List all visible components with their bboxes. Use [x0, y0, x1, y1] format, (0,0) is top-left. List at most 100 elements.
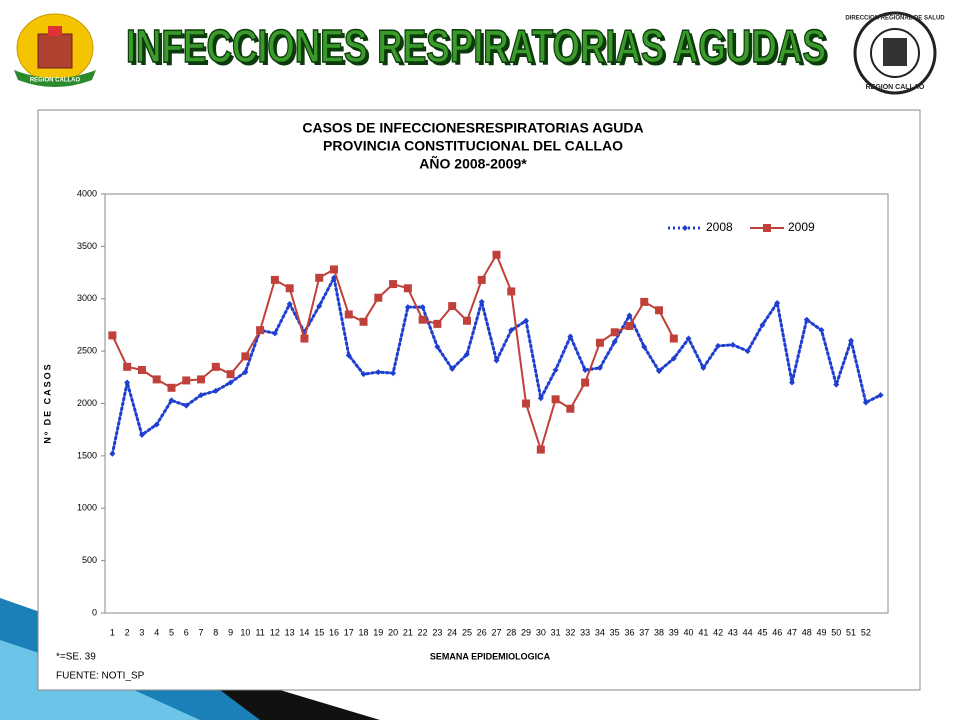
marker: [212, 387, 219, 394]
note: *=SE. 39: [56, 652, 96, 663]
marker: [803, 316, 810, 323]
marker: [270, 275, 279, 284]
chart-title: PROVINCIA CONSTITUCIONAL DEL CALLAO: [323, 138, 623, 154]
marker: [344, 310, 353, 319]
note: FUENTE: NOTI_SP: [56, 671, 145, 682]
x-tick-label: 50: [831, 627, 841, 637]
logo-text: REGION CALLAO: [866, 84, 925, 91]
x-tick-label: 35: [610, 627, 620, 637]
x-tick-label: 12: [270, 627, 280, 637]
slide-title: INFECCIONES RESPIRATORIAS AGUDAS: [126, 20, 826, 72]
x-tick-label: 22: [418, 627, 428, 637]
marker: [669, 334, 678, 343]
x-tick-label: 9: [228, 627, 233, 637]
left-logo: REGION CALLAO: [14, 13, 96, 87]
marker: [359, 317, 368, 326]
x-tick-label: 17: [344, 627, 354, 637]
marker: [581, 378, 590, 387]
marker: [329, 265, 338, 274]
marker: [449, 365, 456, 372]
x-tick-label: 4: [154, 627, 159, 637]
y-tick-label: 0: [92, 607, 97, 617]
marker: [744, 348, 751, 355]
x-tick-label: 19: [373, 627, 383, 637]
marker: [153, 421, 160, 428]
marker: [552, 366, 559, 373]
marker: [522, 399, 531, 408]
marker: [788, 379, 795, 386]
x-tick-label: 40: [684, 627, 694, 637]
marker: [507, 287, 516, 296]
marker: [463, 351, 470, 358]
marker: [626, 312, 633, 319]
legend-label: 2008: [706, 220, 733, 234]
y-tick-label: 2000: [77, 398, 97, 408]
x-tick-label: 24: [447, 627, 457, 637]
marker: [137, 365, 146, 374]
marker: [345, 352, 352, 359]
marker: [833, 381, 840, 388]
y-tick-label: 4000: [77, 188, 97, 198]
marker: [285, 284, 294, 293]
marker: [478, 298, 485, 305]
marker: [656, 368, 663, 375]
x-tick-label: 8: [213, 627, 218, 637]
x-tick-label: 7: [199, 627, 204, 637]
marker: [226, 370, 235, 379]
x-tick-label: 41: [698, 627, 708, 637]
x-tick-label: 45: [757, 627, 767, 637]
x-tick-label: 20: [388, 627, 398, 637]
marker: [109, 450, 116, 457]
marker: [286, 300, 293, 307]
marker: [182, 376, 191, 385]
marker: [655, 306, 664, 315]
x-tick-label: 38: [654, 627, 664, 637]
legend-label: 2009: [788, 220, 815, 234]
x-tick-label: 49: [817, 627, 827, 637]
x-tick-label: 14: [299, 627, 309, 637]
x-tick-label: 44: [743, 627, 753, 637]
marker: [670, 355, 677, 362]
marker: [241, 352, 250, 361]
marker: [848, 337, 855, 344]
marker: [211, 362, 220, 371]
y-tick-label: 500: [82, 555, 97, 565]
marker: [611, 338, 618, 345]
marker: [390, 370, 397, 377]
marker: [152, 375, 161, 384]
marker: [374, 293, 383, 302]
y-tick-label: 3000: [77, 293, 97, 303]
marker: [715, 342, 722, 349]
marker: [404, 304, 411, 311]
marker: [774, 299, 781, 306]
marker: [183, 402, 190, 409]
x-tick-label: 26: [477, 627, 487, 637]
x-tick-label: 10: [240, 627, 250, 637]
x-tick-label: 32: [565, 627, 575, 637]
marker: [492, 250, 501, 259]
marker: [197, 375, 206, 384]
logo-text: REGION CALLAO: [30, 78, 81, 84]
x-tick-label: 27: [491, 627, 501, 637]
chart-title: AÑO 2008-2009*: [419, 155, 527, 172]
marker: [862, 399, 869, 406]
marker: [582, 366, 589, 373]
x-tick-label: 11: [255, 627, 264, 637]
marker: [641, 343, 648, 350]
marker: [640, 297, 649, 306]
marker: [315, 273, 324, 282]
x-tick-label: 47: [787, 627, 797, 637]
x-tick-label: 15: [314, 627, 324, 637]
marker: [227, 379, 234, 386]
x-tick-label: 13: [285, 627, 295, 637]
marker: [536, 445, 545, 454]
logo-text: DIRECCION REGIONAL DE SALUD: [845, 16, 945, 22]
marker: [271, 330, 278, 337]
marker: [700, 364, 707, 371]
marker: [448, 302, 457, 311]
marker: [434, 343, 441, 350]
x-tick-label: 33: [580, 627, 590, 637]
x-tick-label: 3: [139, 627, 144, 637]
chart-frame: [37, 109, 921, 691]
marker: [759, 321, 766, 328]
